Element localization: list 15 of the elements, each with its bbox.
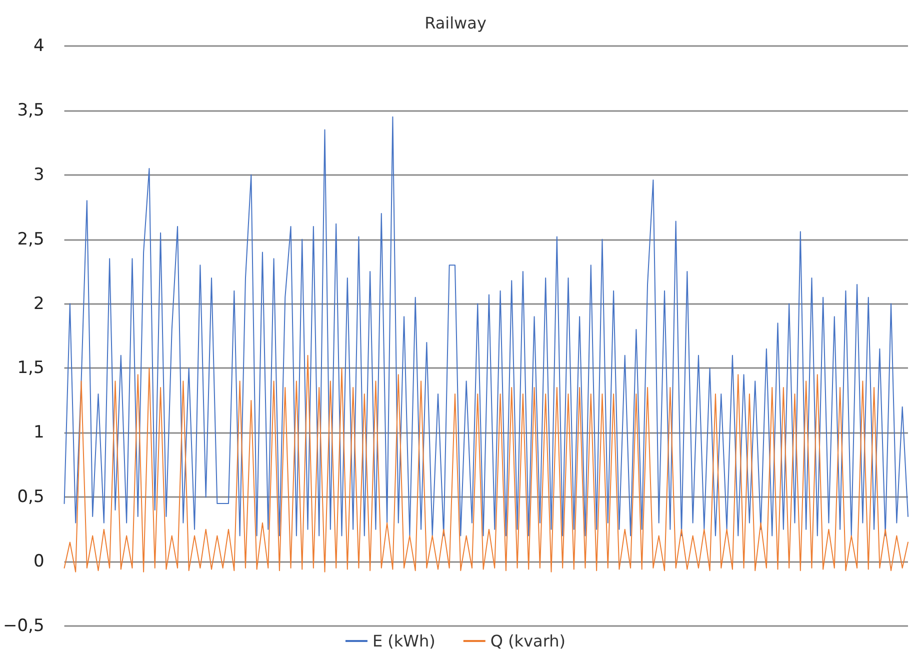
y-tick-label: 2 [33, 294, 44, 314]
y-tick-label: 1,5 [17, 358, 44, 378]
y-tick-label: 4 [33, 36, 44, 56]
line-series [64, 354, 908, 572]
line-series [64, 116, 908, 536]
y-tick-label: 3 [33, 164, 44, 185]
y-tick-label: 0 [33, 552, 44, 572]
chart-title: Railway [424, 14, 486, 32]
y-tick-label: 2,5 [17, 229, 44, 250]
y-tick-label: 1 [33, 422, 44, 443]
legend-label: E (kWh) [372, 632, 436, 650]
y-tick-label: −0,5 [3, 616, 44, 636]
legend-label: Q (kvarh) [490, 632, 566, 650]
y-tick-label: 3,5 [17, 100, 44, 120]
y-tick-label: 0,5 [17, 487, 44, 508]
